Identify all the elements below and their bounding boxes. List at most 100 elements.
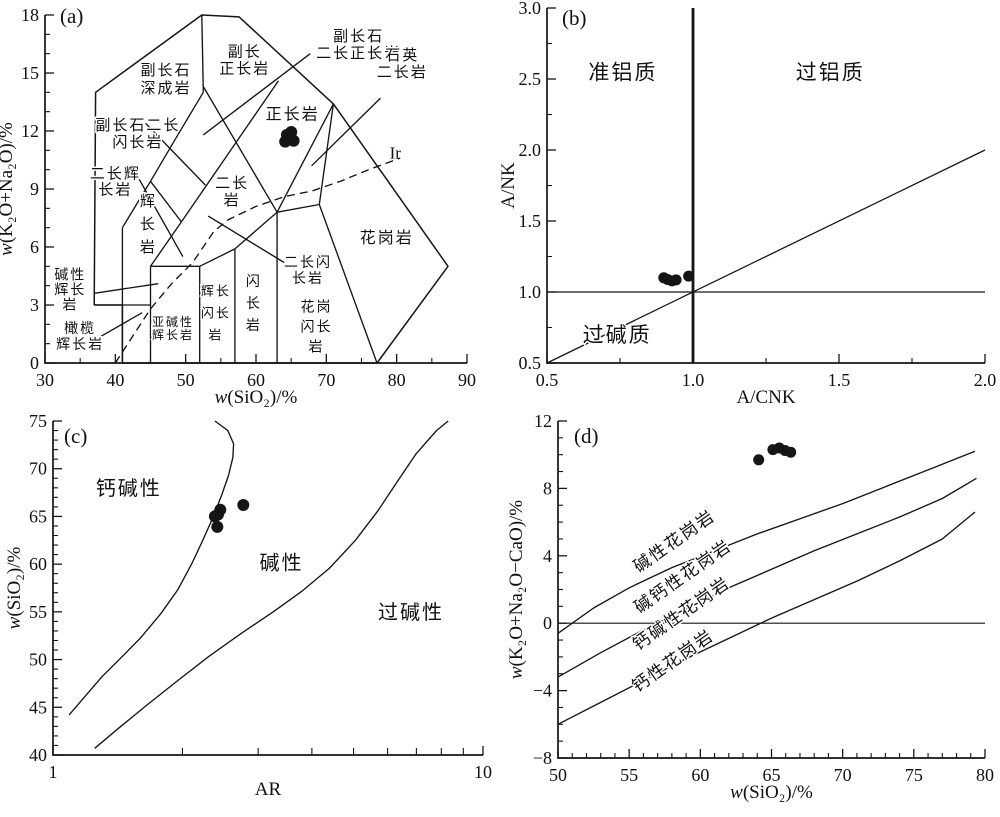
- y-axis-label-b: A/NK: [498, 162, 519, 209]
- region-label: 闪长: [300, 318, 332, 334]
- leader-quartz-monzonite: [311, 97, 381, 167]
- region-label: 副长: [228, 43, 262, 60]
- y-axis-label-d: w(K₂O+Na₂O−CaO)/%: [506, 500, 527, 679]
- x-tick-label: 70: [317, 370, 335, 390]
- y-tick-label: 0.5: [519, 353, 542, 373]
- y-tick-label: 40: [29, 745, 47, 765]
- data-point: [785, 446, 797, 458]
- region-label: 二长岩: [377, 64, 428, 81]
- region-label: 岩: [224, 192, 241, 209]
- calc-alkaline-alkaline-boundary: [68, 420, 235, 716]
- region-label: 二长正长岩: [316, 45, 401, 62]
- region-label: 岩: [246, 317, 262, 333]
- region-label: 二长闪: [284, 254, 332, 270]
- region-label: 准铝质: [588, 61, 657, 84]
- boundary: [145, 122, 206, 186]
- region-label: 花岗岩: [360, 229, 414, 247]
- axes-d: [557, 421, 985, 759]
- x-tick-label: 1.0: [682, 370, 705, 390]
- x-tick-label: 80: [976, 765, 994, 785]
- y-tick-label: 70: [29, 459, 47, 479]
- region-label: 过碱质: [583, 324, 652, 347]
- leader-olivine-gabbro: [99, 312, 143, 338]
- x-tick-label: 65: [763, 765, 781, 785]
- x-tick-label: 1.5: [828, 370, 851, 390]
- panel-letter-a: (a): [60, 4, 83, 28]
- region-label: 正长岩: [219, 60, 270, 77]
- calc-alkalic-calcic-boundary: [557, 511, 976, 725]
- x-tick-label: 75: [905, 765, 923, 785]
- region-label: 深成岩: [140, 80, 191, 97]
- x-axis-label-c: AR: [255, 779, 282, 800]
- boundary: [276, 103, 334, 213]
- y-tick-label: 0: [30, 353, 39, 373]
- region-label: 二长辉: [90, 166, 141, 183]
- Ir-dashed-line: [114, 157, 401, 364]
- y-tick-label: 2.0: [519, 140, 542, 160]
- alkali-calcic-calc-alkalic-boundary: [557, 477, 977, 678]
- leader-foid-monzosyenite: [202, 53, 311, 136]
- leader-monzogabbro: [138, 178, 184, 258]
- alkalic-alkali-calcic-boundary: [557, 450, 976, 634]
- y-tick-label: 0: [543, 613, 552, 633]
- y-tick-label: 1.0: [519, 282, 542, 302]
- region-label: 石英: [385, 46, 419, 64]
- data-point: [753, 454, 765, 466]
- leader-monzodiorite: [207, 215, 285, 264]
- one-to-one-line: [546, 149, 986, 364]
- x-tick-label: 1: [49, 762, 58, 782]
- alkaline-peralkaline-boundary: [94, 420, 449, 749]
- region-label: Ir: [390, 143, 402, 162]
- boundary: [121, 91, 204, 229]
- y-tick-label: 75: [29, 411, 47, 431]
- x-tick-label: 0.5: [536, 370, 559, 390]
- axes-c: [52, 421, 483, 756]
- data-point: [212, 508, 224, 521]
- y-tick-label: 1.5: [519, 211, 542, 231]
- boundary: [276, 203, 320, 213]
- region-label: 过铝质: [796, 61, 865, 84]
- boundary: [202, 86, 278, 213]
- x-tick-label: 60: [691, 765, 709, 785]
- panel-b: 0.5 1.0 1.5 2.0 0.5 1.0 1.5 2.0 2.5 3.0 A/CNK A/NK 准…: [498, 0, 996, 408]
- region-label: 钙碱性: [96, 477, 162, 500]
- region-label: 闪: [246, 273, 262, 289]
- x-axis-label-d: w(SiO₂)/%: [730, 782, 813, 803]
- panel-letter-d: (d): [574, 424, 599, 448]
- x-tick-label: 60: [247, 370, 265, 390]
- x-axis-label-a: w(SiO₂)/%: [215, 387, 298, 408]
- region-label: 闪长: [201, 305, 231, 320]
- region-label: 正长岩: [266, 105, 320, 123]
- region-label: 长岩: [98, 182, 132, 199]
- x-axis-label-b: A/CNK: [736, 387, 795, 408]
- region-label: 长岩: [292, 270, 324, 286]
- boundary: [318, 204, 378, 364]
- y-tick-label: 3.0: [519, 0, 542, 18]
- y-tick-label: 55: [29, 602, 47, 622]
- data-point: [283, 132, 296, 145]
- y-tick-label: 4: [543, 546, 552, 566]
- x-tick-label: 2.0: [974, 370, 997, 390]
- region-label: 过碱性: [378, 601, 444, 624]
- data-point: [683, 270, 695, 282]
- boundary: [201, 14, 204, 93]
- data-point: [237, 499, 250, 511]
- region-label: 橄榄: [64, 320, 96, 336]
- y-tick-label: −8: [533, 748, 552, 768]
- region-label: 亚碱性: [152, 315, 194, 329]
- region-label: 碱性: [54, 267, 86, 283]
- region-label: 辉: [140, 193, 157, 210]
- boundary: [318, 103, 335, 205]
- region-label: 花岗: [300, 298, 332, 314]
- region-label: 辉长: [54, 282, 86, 298]
- boundary: [149, 180, 182, 223]
- x-tick-label: 10: [474, 762, 492, 782]
- region-label: 岩: [62, 297, 78, 313]
- y-tick-label: 65: [29, 506, 47, 526]
- panel-letter-b: (b): [562, 6, 587, 30]
- region-label: 副长石: [140, 62, 191, 79]
- region-label: 辉长岩: [152, 327, 194, 342]
